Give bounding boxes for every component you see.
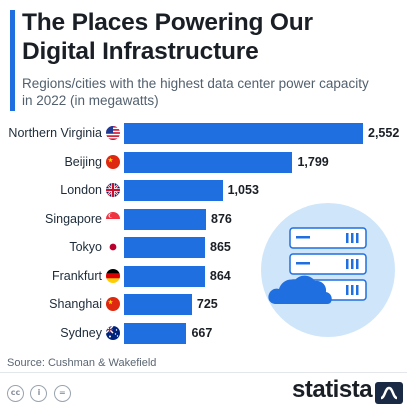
value-label: 864: [209, 268, 231, 283]
title-line-2: Digital Infrastructure: [22, 38, 259, 65]
australia-flag-icon: [106, 325, 120, 340]
bar: [124, 265, 205, 287]
value-label: 725: [196, 297, 218, 311]
bar: [124, 208, 207, 230]
chart-subtitle: Regions/cities with the highest data cen…: [22, 75, 402, 109]
bar-row: Shanghai 725: [0, 294, 407, 322]
footer-divider: [0, 372, 407, 373]
value-label: 865: [210, 240, 231, 254]
china-flag-icon: [106, 154, 120, 169]
bar: [124, 180, 223, 201]
value-label: 1,053: [227, 183, 259, 197]
attribution-icon[interactable]: i: [30, 385, 48, 402]
bar: [124, 151, 293, 173]
bar: [124, 123, 363, 144]
chart-title: The Places Powering Our Digital Infrastr…: [22, 8, 402, 66]
bar-row: Sydney 667: [0, 322, 407, 351]
source-note: Source: Cushman & Wakefield: [7, 357, 157, 369]
bar-chart: Northern Virginia 2,552 Beijing 1,799 London…: [0, 118, 407, 348]
bar-row: London 1,053: [0, 180, 407, 208]
license-icons: cc i =: [7, 382, 73, 402]
category-label: London: [60, 183, 102, 197]
creative-commons-icon[interactable]: cc: [7, 385, 24, 402]
category-label: Beijing: [64, 154, 102, 169]
title-accent-bar: [10, 10, 15, 111]
category-label: Frankfurt: [51, 268, 102, 283]
statista-logo-text[interactable]: statista: [292, 376, 373, 403]
value-label: 667: [191, 325, 213, 340]
bar-row: Tokyo 865: [0, 237, 407, 265]
statista-logo-icon: [375, 382, 403, 404]
value-label: 2,552: [368, 126, 400, 140]
germany-flag-icon: [106, 268, 120, 283]
subtitle-line-1: Regions/cities with the highest data cen…: [22, 76, 369, 91]
category-label: Northern Virginia: [8, 126, 102, 140]
uk-flag-icon: [106, 183, 120, 197]
us-flag-icon: [106, 126, 120, 140]
value-label: 1,799: [297, 154, 329, 169]
category-label: Singapore: [45, 211, 102, 226]
no-derivatives-icon[interactable]: =: [53, 385, 71, 402]
bar-row: Frankfurt 864: [0, 265, 407, 294]
title-line-1: The Places Powering Our: [22, 9, 313, 36]
category-label: Shanghai: [49, 297, 102, 311]
singapore-flag-icon: [106, 211, 120, 226]
subtitle-line-2: in 2022 (in megawatts): [22, 93, 159, 108]
value-label: 876: [211, 211, 232, 226]
bar-row: Beijing 1,799: [0, 151, 407, 180]
bar: [124, 294, 192, 315]
bar: [124, 322, 187, 344]
bar-row: Singapore 876: [0, 208, 407, 237]
data-center-cloud-illustration-icon: [261, 203, 395, 337]
category-label: Tokyo: [69, 240, 102, 254]
china-flag-icon: [106, 297, 120, 311]
japan-flag-icon: [106, 240, 120, 254]
category-label: Sydney: [60, 325, 102, 340]
bar-row: Northern Virginia 2,552: [0, 123, 407, 151]
bar: [124, 237, 205, 258]
